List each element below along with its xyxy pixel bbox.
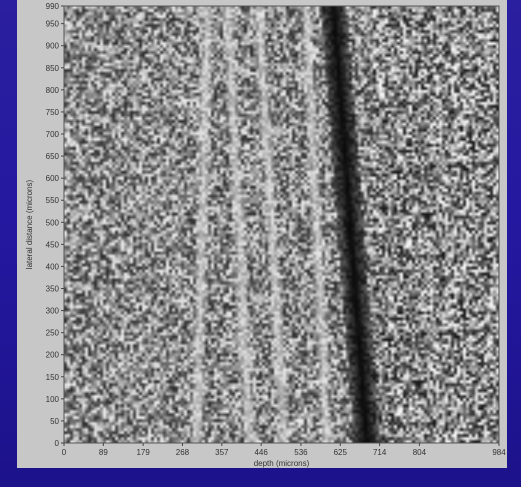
plot-frame (63, 5, 500, 444)
x-tick-label: 446 (254, 448, 268, 457)
x-tick-label: 179 (136, 448, 150, 457)
y-tick-label: 200 (46, 351, 60, 360)
speckle-image-chart: 0 89 179 268 357 446 536 625 714 804 984 0 50 100 150 2… (25, 2, 506, 468)
y-tick-label: 850 (46, 64, 60, 73)
x-tick-label: 984 (492, 448, 506, 457)
y-tick-label: 350 (46, 285, 60, 294)
y-tick-label: 300 (46, 307, 60, 316)
y-tick-label: 500 (46, 218, 60, 227)
x-tick-label: 625 (334, 448, 348, 457)
x-tick-label: 357 (215, 448, 229, 457)
x-axis-title: depth (microns) (254, 459, 310, 468)
speckle-image (64, 6, 499, 443)
y-tick-label: 900 (46, 42, 60, 51)
y-tick-label: 750 (46, 108, 60, 117)
y-tick-label: 100 (46, 395, 60, 404)
x-tick-label: 0 (62, 448, 67, 457)
y-tick-label: 990 (46, 2, 60, 11)
x-tick-label: 536 (294, 448, 308, 457)
y-tick-label: 150 (46, 373, 60, 382)
y-tick-label: 950 (46, 20, 60, 29)
x-tick-label: 714 (373, 448, 387, 457)
x-tick-label: 268 (176, 448, 190, 457)
x-tick-label: 89 (99, 448, 108, 457)
y-tick-label: 800 (46, 86, 60, 95)
y-tick-label: 450 (46, 240, 60, 249)
y-tick-label: 400 (46, 262, 60, 271)
y-tick-label: 250 (46, 329, 60, 338)
figure-panel: 0 89 179 268 357 446 536 625 714 804 984 0 50 100 150 2… (17, 0, 507, 468)
y-axis-title: lateral distance (microns) (25, 179, 34, 269)
y-tick-label: 0 (55, 439, 60, 448)
y-tick-label: 550 (46, 196, 60, 205)
y-tick-label: 50 (50, 417, 59, 426)
y-tick-label: 650 (46, 152, 60, 161)
x-tick-label: 804 (413, 448, 427, 457)
y-tick-label: 600 (46, 174, 60, 183)
y-tick-label: 700 (46, 130, 60, 139)
